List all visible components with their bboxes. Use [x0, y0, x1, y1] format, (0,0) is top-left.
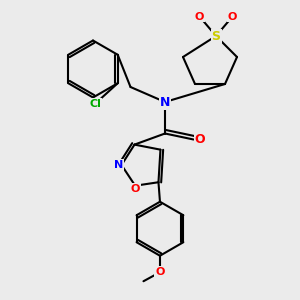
Text: N: N	[160, 95, 170, 109]
Text: O: O	[195, 11, 204, 22]
Text: O: O	[155, 267, 165, 277]
Text: N: N	[114, 160, 123, 170]
Text: O: O	[228, 11, 237, 22]
Text: O: O	[195, 133, 206, 146]
Text: Cl: Cl	[89, 99, 101, 109]
Text: S: S	[212, 29, 220, 43]
Text: O: O	[130, 184, 140, 194]
